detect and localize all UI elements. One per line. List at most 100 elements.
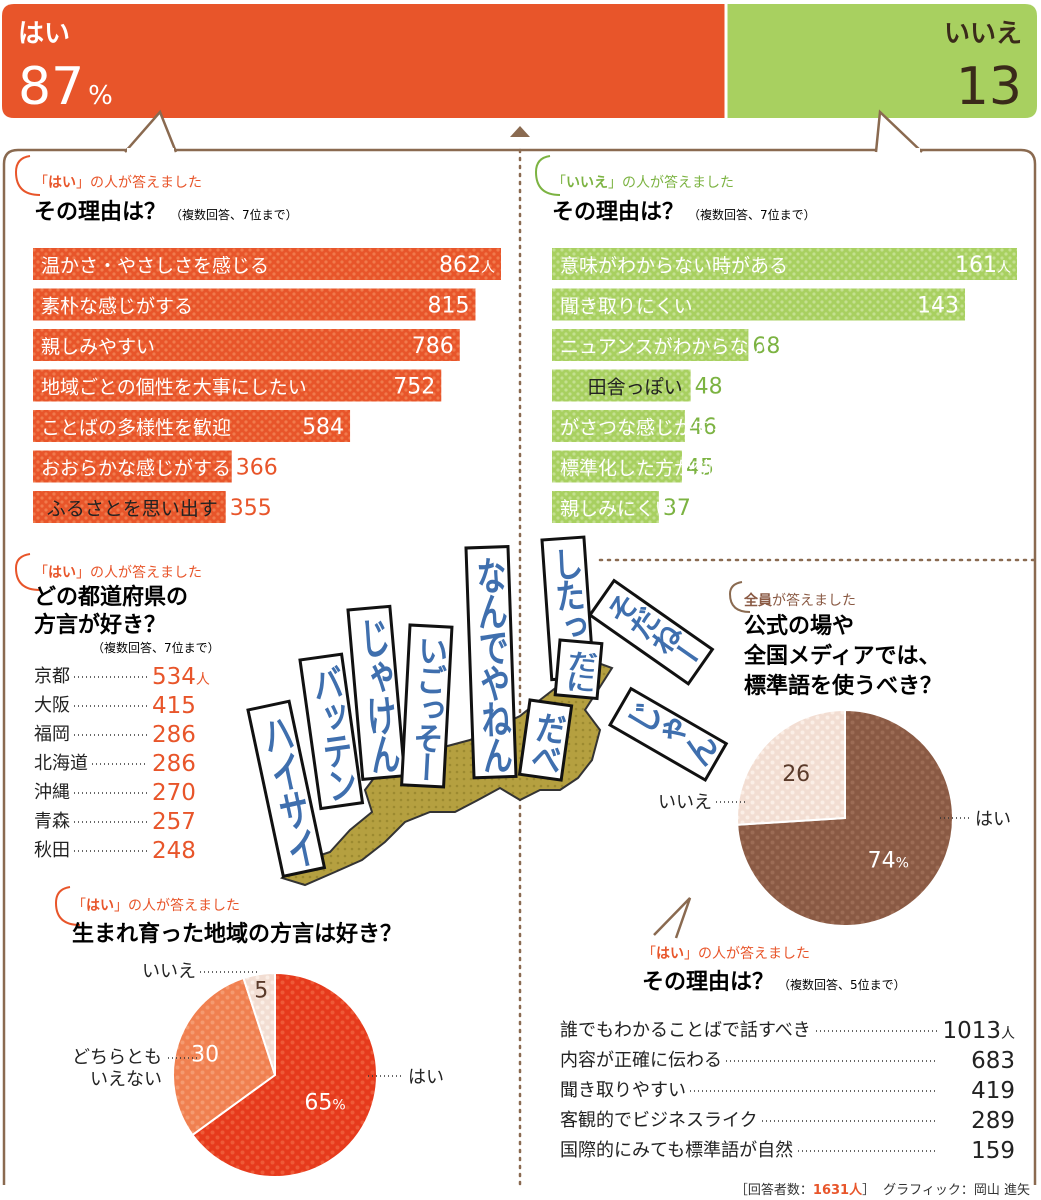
- section-title-3: 標準語を使うべき？: [744, 673, 942, 699]
- no-reason-label: 標準化した方が効率的: [560, 458, 750, 480]
- svg-text:その理由は？（複数回答、5位まで）: その理由は？ （複数回答、5位まで）: [642, 970, 906, 995]
- no-reason-bar: [552, 329, 749, 361]
- dividers: [518, 148, 1037, 1192]
- prefecture-label: 秋田: [34, 840, 70, 861]
- svg-text:「いいえ」の人が答えました: 「いいえ」の人が答えました: [552, 174, 734, 191]
- dialect-sign-board: [553, 638, 604, 701]
- std-reason-value: 1013人: [942, 1018, 1015, 1044]
- std-reason-label: 内容が正確に伝わる: [560, 1050, 722, 1071]
- yes-reason-bar: [33, 369, 442, 402]
- section-note: （複数回答、7位まで）: [688, 207, 816, 222]
- lead-text: の人が答えました: [90, 174, 202, 191]
- header: はい 87% いいえ 13: [2, 4, 1037, 118]
- yes-header-value: 87%: [18, 57, 113, 117]
- yes-header-unit: %: [88, 81, 113, 111]
- standard-label: いいえ: [658, 792, 712, 813]
- dialect-sign-board: [400, 623, 454, 789]
- standard-unit: %: [896, 856, 909, 872]
- no-reason-bar: [552, 450, 682, 483]
- yes-reason-value: 815: [427, 294, 469, 319]
- section-title-2: 方言が好き？: [34, 612, 166, 638]
- lead-keyword: はい: [48, 565, 76, 581]
- no-reason-value: 48: [695, 375, 723, 400]
- no-reason-bar: [552, 248, 1017, 280]
- dialect-sign-board: [464, 544, 518, 780]
- no-reason-value: 46: [689, 415, 717, 440]
- yes-reason-label: 素朴な感じがする: [41, 296, 193, 318]
- center-pointer: [510, 126, 530, 137]
- prefecture-label: 北海道: [34, 753, 88, 774]
- dialect-sign: だべ: [517, 698, 574, 782]
- hometown-value: 65%: [304, 1090, 345, 1115]
- pref-caption: 「はい」の人が答えました どの都道府県の 方言が好き？ （複数回答、7位まで）: [14, 553, 220, 655]
- hometown-caption: 「はい」の人が答えました 生まれ育った地域の方言は好き？: [54, 886, 402, 947]
- std-reason-value: 683: [971, 1048, 1015, 1074]
- prefecture-label: 福岡: [34, 724, 70, 745]
- yes-reason-bar: [33, 450, 232, 483]
- std-reason-value: 159: [971, 1138, 1015, 1164]
- no-header-number: 13: [956, 57, 1022, 117]
- footer-credit: グラフィック：岡山 進矢: [883, 1183, 1030, 1198]
- prefecture-label: 京都: [34, 666, 70, 687]
- yes-reason-label: 地域ごとの個性を大事にしたい: [41, 377, 307, 399]
- prefecture-value: 248: [152, 838, 196, 864]
- lead-text: が答えました: [772, 592, 856, 609]
- no-reason-bar: [552, 410, 685, 442]
- std-reason-label: 聞き取りやすい: [560, 1080, 686, 1101]
- hometown-unit: %: [332, 1097, 345, 1113]
- yes-reason-label: おおらかな感じがする: [41, 458, 231, 480]
- no-reason-label: 親しみにくい: [560, 498, 674, 520]
- svg-text:「はい」の人が答えました: 「はい」の人が答えました: [34, 174, 202, 191]
- yes-reason-bar: [33, 329, 460, 361]
- standard-reasons-caption: 「はい」の人が答えました その理由は？ （複数回答、5位まで）: [642, 897, 906, 995]
- prefecture-value: 286: [152, 722, 196, 748]
- standard-label: はい: [975, 809, 1011, 830]
- lead-keyword: いいえ: [566, 175, 608, 191]
- yes-reason-label: 親しみやすい: [41, 336, 155, 358]
- yes-reason-value: 786: [412, 334, 454, 359]
- section-note: （複数回答、7位まで）: [170, 207, 298, 222]
- no-reason-label: ニュアンスがわからない: [560, 336, 767, 358]
- footer-suffix: ］: [862, 1183, 875, 1198]
- no-reasons-caption: 「いいえ」の人が答えました その理由は？ （複数回答、7位まで）: [534, 155, 816, 225]
- svg-text:「はい」の人が答えました: 「はい」の人が答えました: [72, 897, 240, 914]
- no-reason-value: 68: [752, 334, 780, 359]
- yes-header-number: 87: [18, 57, 84, 117]
- hometown-slice: [242, 971, 276, 1076]
- dialect-sign: じゃけん: [346, 604, 407, 781]
- dialect-sign-board: [298, 652, 365, 811]
- no-reason-bar: [552, 491, 659, 523]
- prefecture-label: 沖縄: [34, 782, 70, 803]
- yes-header-bar: [2, 4, 726, 118]
- yes-reason-bar: [33, 248, 501, 280]
- lead-keyword: はい: [48, 175, 76, 191]
- standard-value: 26: [782, 762, 810, 787]
- no-reason-label: 意味がわからない時がある: [560, 255, 788, 277]
- no-reason-value: 143: [917, 294, 959, 319]
- no-reason-bar: [552, 288, 966, 321]
- no-header-label: いいえ: [944, 19, 1022, 49]
- prefecture-label: 青森: [34, 811, 70, 832]
- respondent-unit: 人: [849, 1182, 863, 1198]
- no-reason-label: がさつな感じがする: [560, 417, 731, 439]
- frame: [2, 148, 1037, 1185]
- hometown-label: いいえ: [142, 961, 196, 982]
- yes-reason-value: 584: [302, 415, 344, 440]
- yes-reason-label: ことばの多様性を歓迎: [41, 417, 231, 439]
- section-title: その理由は？: [552, 200, 684, 225]
- no-header-bar: [726, 4, 1037, 118]
- std-reason-unit: 人: [1001, 1026, 1015, 1042]
- dialect-sign-board: [587, 578, 715, 686]
- prefecture-label: 大阪: [34, 695, 70, 716]
- lead-text: の人が答えました: [698, 945, 810, 962]
- hometown-value: 5: [254, 978, 268, 1003]
- dialect-sign: じゃん: [607, 686, 729, 783]
- svg-text:その理由は？（複数回答、7位まで）: その理由は？ （複数回答、7位まで）: [34, 200, 298, 225]
